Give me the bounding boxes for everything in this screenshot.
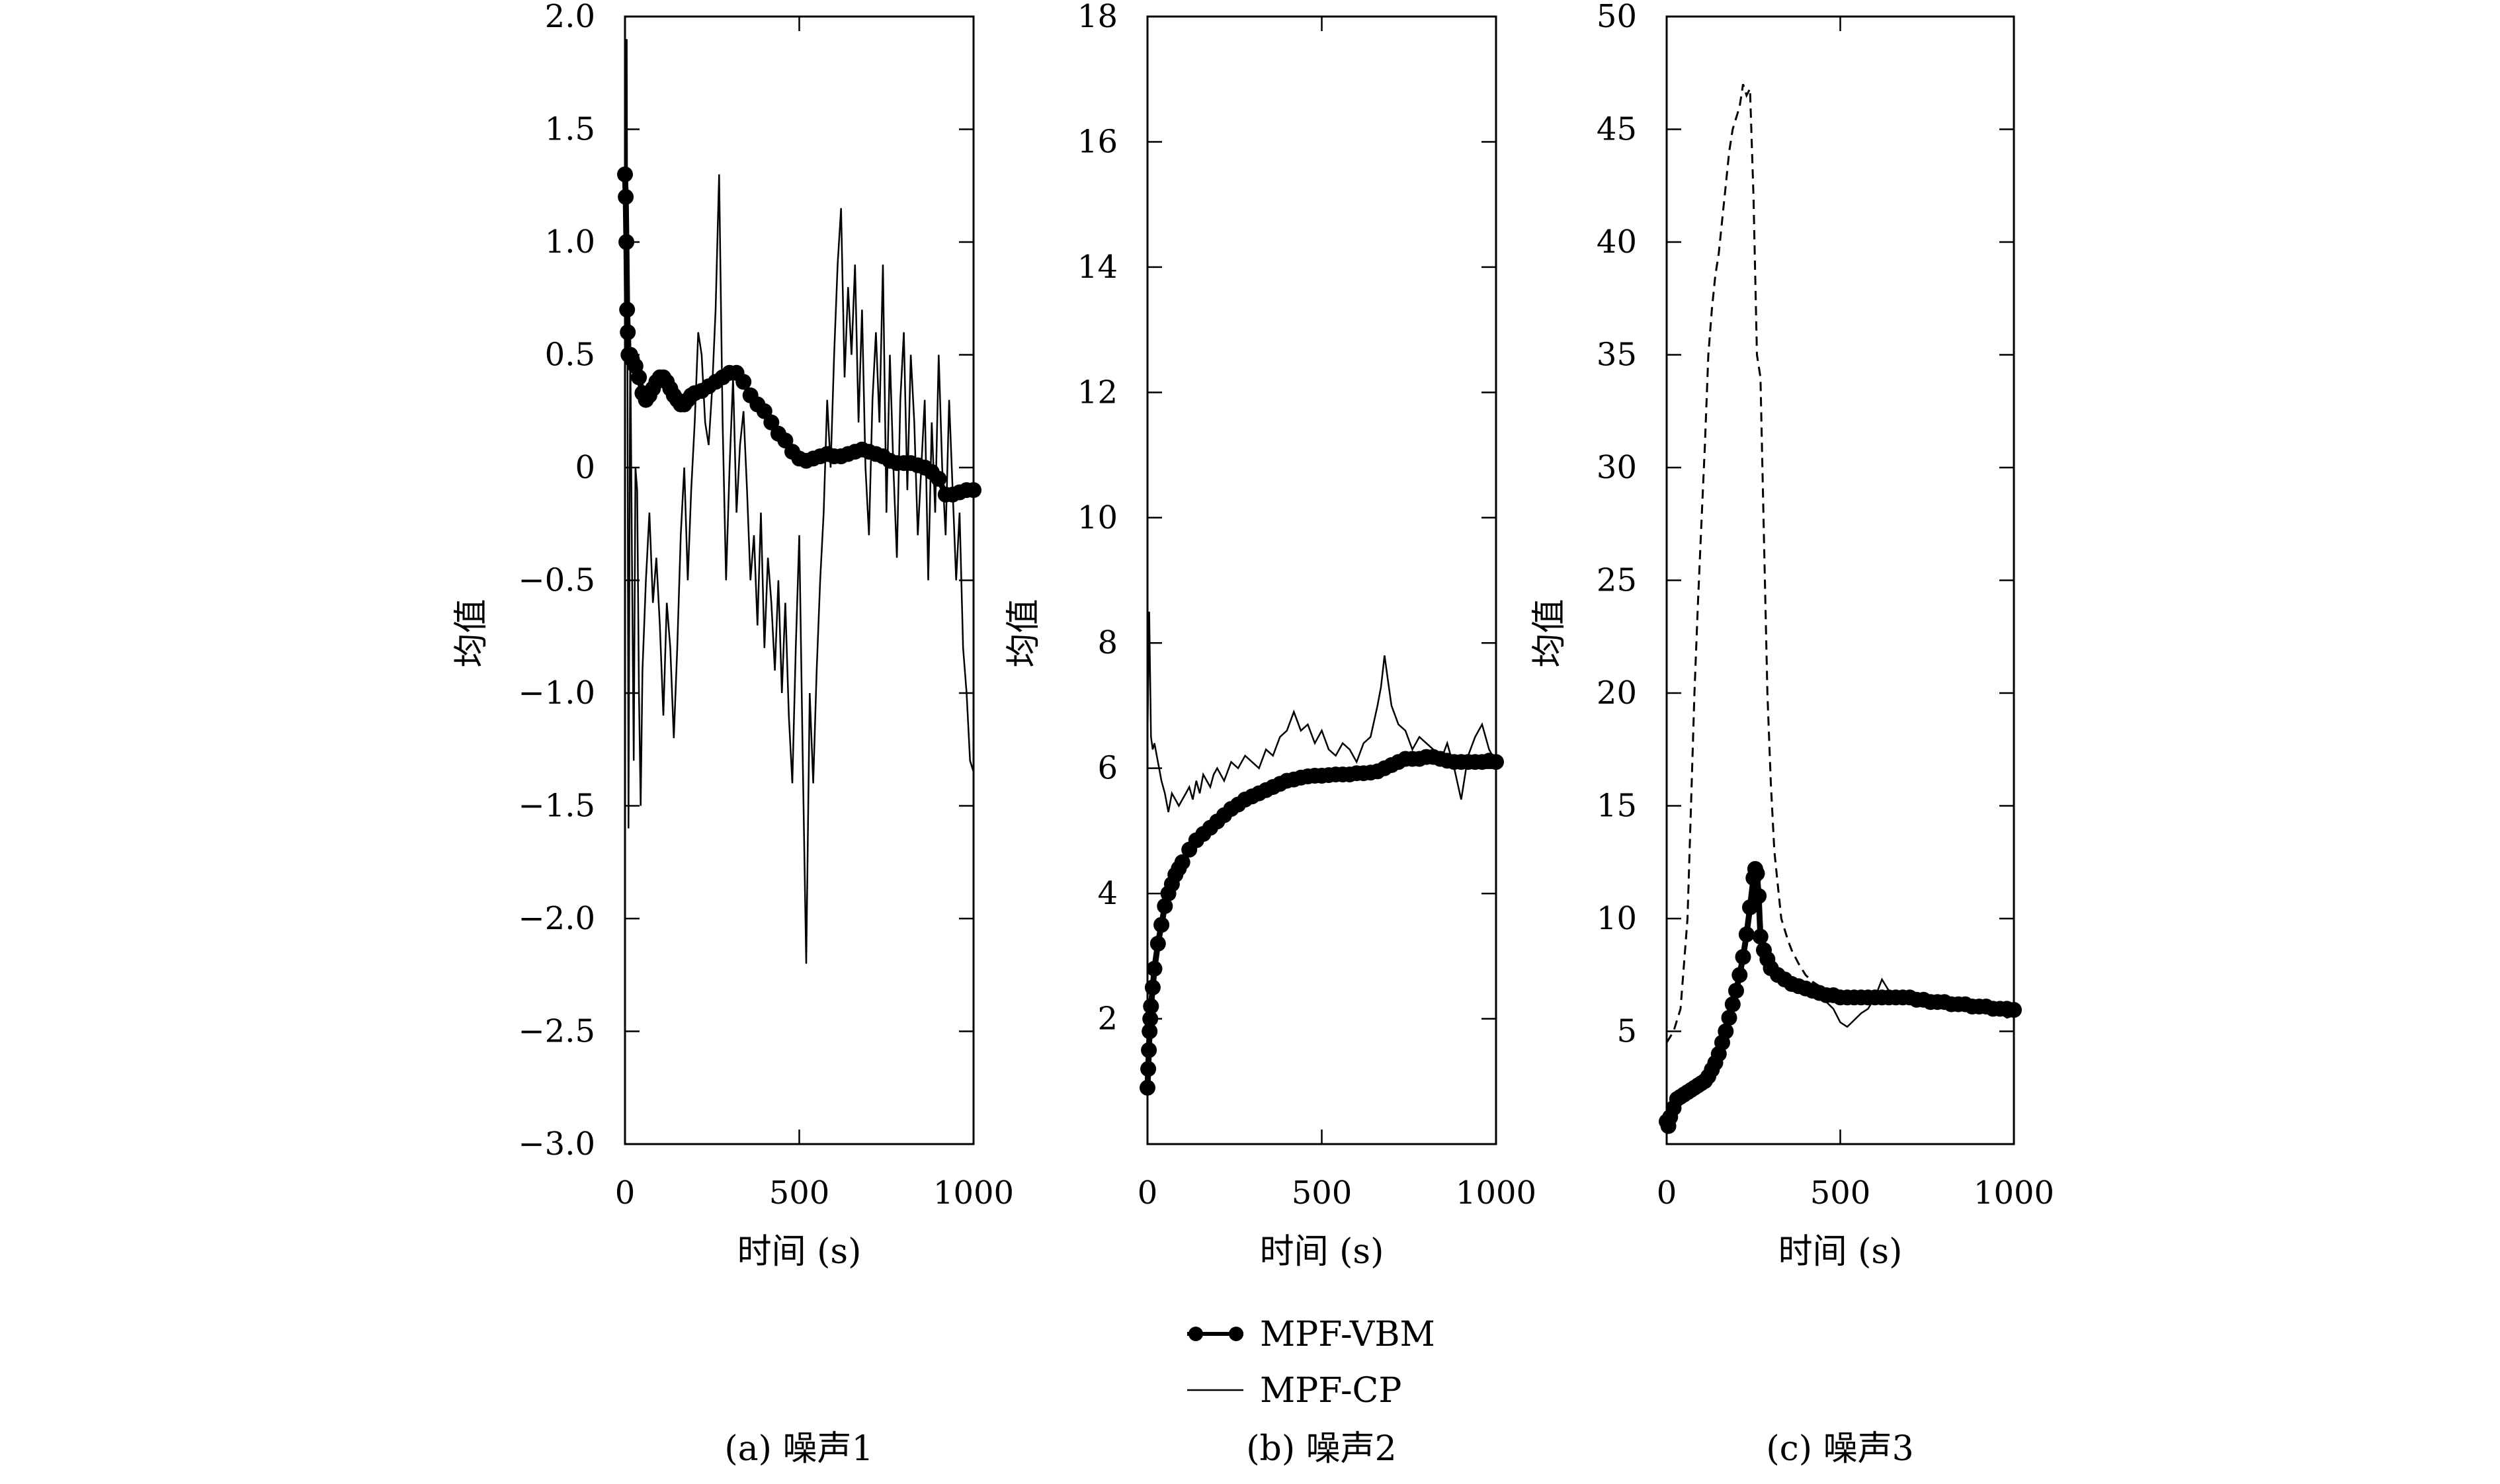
data-point-mpf-vbm: [1141, 1042, 1157, 1058]
y-tick-label: 35: [1597, 337, 1637, 374]
data-point-mpf-vbm: [1751, 887, 1767, 904]
data-point-mpf-vbm: [1724, 996, 1741, 1012]
y-tick-label: 12: [1077, 374, 1118, 411]
y-tick-label: 45: [1597, 111, 1637, 148]
data-point-mpf-vbm: [617, 166, 633, 183]
x-tick-label: 500: [1292, 1175, 1353, 1212]
panel-caption: (a) 噪声1: [724, 1429, 873, 1469]
panel-b: 2 4 6 8 10 12 14 16 18 0 500 1000 时间 (s) 均值 (b) 噪声2: [1004, 0, 1536, 1469]
legend-label-mpf-vbm: MPF-VBM: [1260, 1315, 1435, 1354]
legend-marker-mpf-vbm-dot-left: [1188, 1327, 1203, 1341]
series-line-mpf-cp: [625, 39, 974, 964]
panel-caption: (c) 噪声3: [1766, 1429, 1913, 1469]
x-tick-label: 0: [1657, 1175, 1677, 1212]
series-line-mpf-vbm: [622, 174, 974, 498]
data-point-mpf-vbm: [1153, 917, 1170, 933]
legend-label-mpf-cp: MPF-CP: [1260, 1371, 1401, 1411]
y-tick-label: −2.5: [518, 1013, 595, 1050]
plot-frame: [1146, 15, 1497, 1145]
plot-frame: [1665, 15, 2015, 1145]
y-tick-label: 18: [1077, 0, 1118, 35]
data-point-mpf-vbm: [1752, 928, 1769, 945]
data-point-mpf-vbm: [1142, 1010, 1159, 1027]
data-point-mpf-vbm: [1718, 1023, 1734, 1040]
y-tick-label: 16: [1077, 123, 1118, 160]
data-point-mpf-vbm: [631, 369, 647, 386]
x-axis-label: 时间 (s): [1778, 1232, 1903, 1272]
y-tick-label: 10: [1077, 499, 1118, 536]
y-tick-label: 14: [1077, 249, 1118, 286]
panel-caption: (b) 噪声2: [1246, 1429, 1396, 1469]
data-point-mpf-vbm: [1728, 983, 1744, 999]
data-point-mpf-vbm: [1144, 979, 1161, 996]
legend: MPF-VBM MPF-CP: [1187, 1315, 1435, 1411]
y-tick-label: 6: [1097, 750, 1118, 787]
data-point-mpf-vbm: [1146, 960, 1163, 977]
x-tick-label: 1000: [1456, 1175, 1536, 1212]
y-tick-label: 0: [575, 449, 595, 486]
series-line-mpf-vbm: [1144, 754, 1497, 1088]
y-axis-label: 均值: [1530, 598, 1569, 667]
y-tick-label: 5: [1616, 1013, 1637, 1050]
data-point-mpf-vbm: [1140, 1079, 1155, 1096]
y-tick-label: 1.5: [545, 111, 595, 148]
series-line-dashed: [1667, 83, 2014, 1044]
data-point-mpf-vbm: [1721, 1010, 1737, 1026]
y-tick-label: 15: [1597, 788, 1637, 825]
data-point-mpf-vbm: [735, 374, 752, 390]
y-tick-label: 0.5: [545, 337, 595, 374]
data-point-mpf-vbm: [1749, 865, 1765, 882]
data-point-mpf-vbm: [1742, 899, 1758, 915]
x-tick-label: 1000: [1974, 1175, 2054, 1212]
y-tick-label: 4: [1097, 875, 1118, 912]
y-tick-label: 2: [1097, 1001, 1118, 1038]
data-point-mpf-vbm: [1731, 967, 1748, 983]
data-point-mpf-vbm: [1143, 998, 1159, 1014]
y-tick-label: −3.0: [518, 1126, 595, 1163]
y-tick-label: 1.0: [545, 224, 595, 261]
y-tick-label: 25: [1597, 562, 1637, 599]
data-point-mpf-vbm: [1157, 898, 1173, 915]
data-point-mpf-vbm: [1149, 935, 1166, 952]
y-tick-label: 20: [1597, 675, 1637, 712]
legend-marker-mpf-vbm-dot-right: [1229, 1327, 1243, 1341]
series-line-mpf-cp: [1147, 611, 1496, 813]
data-point-mpf-vbm: [1142, 1023, 1158, 1040]
y-tick-label: −0.5: [518, 562, 595, 599]
x-tick-label: 1000: [933, 1175, 1014, 1212]
data-point-mpf-vbm: [1738, 926, 1755, 942]
y-tick-label: 40: [1597, 224, 1637, 261]
panel-a: 2.0 1.5 1.0 0.5 0 −0.5 −1.0 −1.5 −2.0 −2.5 −3.0 0 50…: [452, 0, 1014, 1469]
x-axis-label: 时间 (s): [737, 1232, 862, 1272]
series-line-mpf-cp: [1771, 974, 2014, 1028]
data-point-mpf-vbm: [1174, 854, 1190, 870]
data-point-mpf-vbm: [2006, 1002, 2022, 1018]
y-tick-label: 30: [1597, 449, 1637, 486]
y-tick-label: −1.0: [518, 675, 595, 712]
data-point-mpf-vbm: [1735, 949, 1751, 965]
x-axis-label: 时间 (s): [1260, 1232, 1384, 1272]
y-axis-label: 均值: [1004, 598, 1044, 667]
y-tick-label: 2.0: [545, 0, 595, 35]
data-point-mpf-vbm: [966, 482, 981, 499]
y-tick-label: −2.0: [518, 900, 595, 937]
x-tick-label: 0: [615, 1175, 636, 1212]
y-tick-label: 50: [1597, 0, 1637, 35]
x-tick-label: 500: [1810, 1175, 1871, 1212]
y-tick-label: −1.5: [518, 788, 595, 825]
y-axis-label: 均值: [452, 598, 491, 667]
x-tick-label: 500: [769, 1175, 830, 1212]
data-point-mpf-vbm: [1140, 1061, 1157, 1077]
y-tick-label: 10: [1597, 900, 1637, 937]
y-tick-label: 8: [1097, 624, 1118, 661]
x-tick-label: 0: [1138, 1175, 1158, 1212]
